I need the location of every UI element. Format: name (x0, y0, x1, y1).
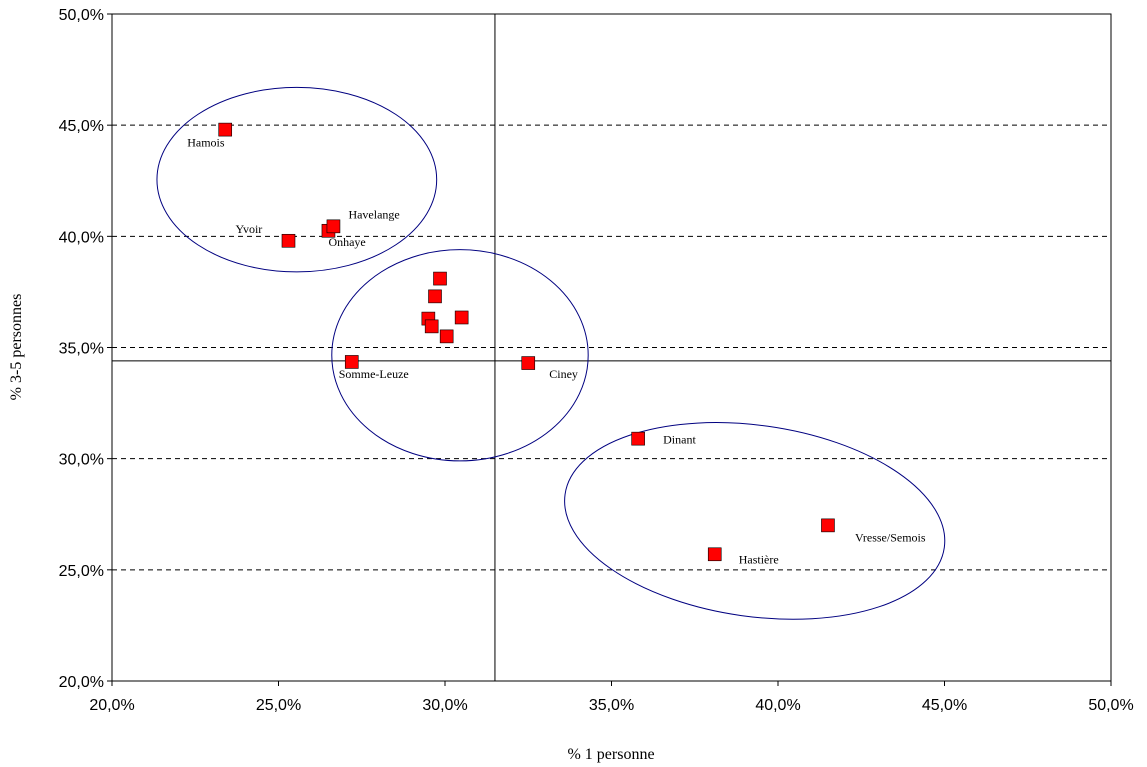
data-point (281, 233, 296, 248)
y-tick-label: 25,0% (59, 563, 104, 580)
data-point (428, 289, 442, 304)
y-tick-label: 40,0% (59, 229, 104, 246)
x-axis-title: % 1 personne (567, 746, 654, 763)
cluster-ellipses (156, 86, 946, 620)
x-tick-label: 35,0% (589, 697, 634, 714)
point-label: Onhaye (328, 235, 365, 249)
cluster-ellipse (331, 249, 589, 462)
x-tick-label: 20,0% (89, 697, 134, 714)
data-point (218, 122, 233, 137)
x-tick-label: 25,0% (256, 697, 301, 714)
y-tick-label: 30,0% (59, 452, 104, 469)
point-label: Dinant (663, 433, 696, 447)
point-labels: Hamois Yvoir Onhaye Havelange Somme-Leuze Cin… (187, 136, 926, 567)
point-label: Hamois (187, 136, 225, 150)
x-tick-label: 50,0% (1088, 697, 1133, 714)
data-point (707, 547, 722, 562)
y-tick-label: 20,0% (59, 674, 104, 691)
y-axis-title: % 3-5 personnes (8, 294, 25, 401)
data-point (326, 219, 341, 234)
data-point (454, 310, 469, 325)
data-point (821, 518, 835, 533)
data-point (521, 356, 536, 370)
data-points (218, 122, 835, 562)
x-tick-label: 45,0% (922, 697, 967, 714)
data-point (424, 319, 439, 334)
data-point (433, 271, 447, 286)
y-tick-label: 35,0% (59, 341, 104, 358)
y-tick-label: 50,0% (59, 7, 104, 24)
y-axis-ticks: 20,0% 25,0% 30,0% 35,0% 40,0% 45,0% 50,0% (59, 7, 112, 691)
y-tick-label: 45,0% (59, 118, 104, 135)
x-axis-ticks: 20,0% 25,0% 30,0% 35,0% 40,0% 45,0% 50,0% (89, 681, 1134, 714)
cluster-ellipse (156, 86, 438, 273)
reference-lines (112, 14, 1111, 681)
data-point (344, 355, 359, 369)
data-point (439, 329, 454, 344)
x-tick-label: 30,0% (422, 697, 467, 714)
cluster-ellipse (564, 422, 946, 620)
point-label: Vresse/Semois (855, 530, 926, 544)
gridlines (112, 124, 1111, 571)
point-label: Somme-Leuze (339, 367, 409, 381)
point-label: Ciney (549, 367, 578, 381)
point-label: Hastière (739, 552, 779, 566)
data-point (631, 431, 645, 446)
point-label: Havelange (348, 207, 399, 221)
x-tick-label: 40,0% (755, 697, 800, 714)
point-label: Yvoir (235, 222, 262, 236)
